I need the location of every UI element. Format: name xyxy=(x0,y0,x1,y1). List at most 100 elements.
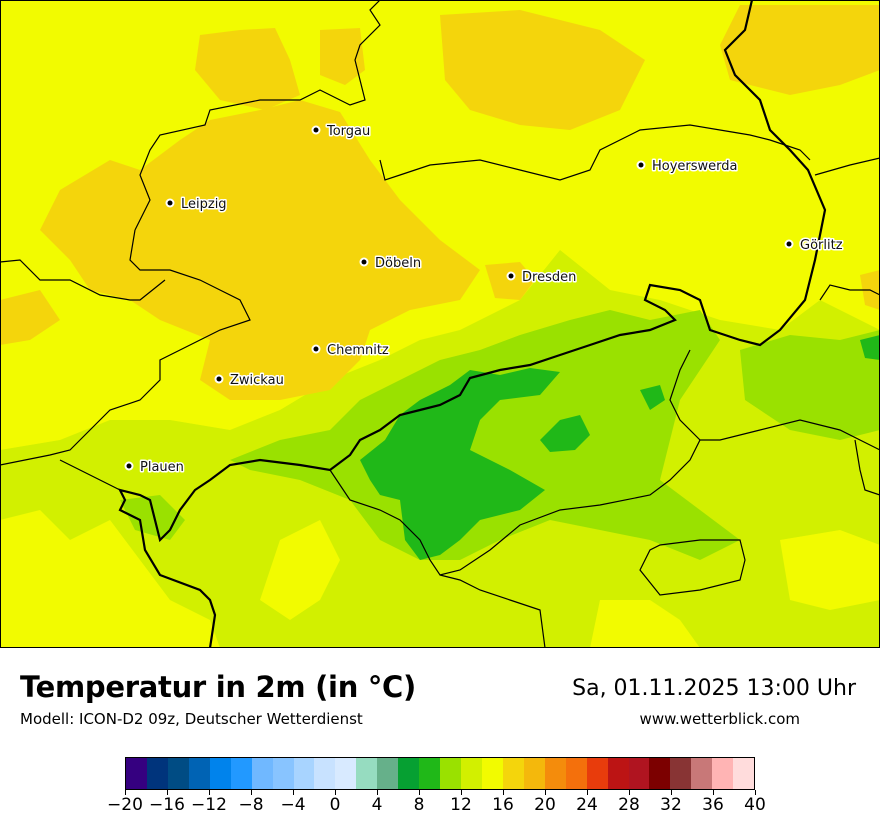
city-dot-icon xyxy=(216,376,222,382)
temp-band-12-14-east xyxy=(740,330,880,440)
border-czech-south xyxy=(639,539,746,596)
border-poland xyxy=(814,157,880,176)
colorbar-bin xyxy=(230,758,252,789)
colorbar-bin xyxy=(502,758,524,789)
temp-band-18-20-northeast xyxy=(320,28,365,85)
city-label: Plauen xyxy=(140,460,184,475)
colorbar-bin xyxy=(126,758,147,789)
temperature-colorbar xyxy=(125,757,755,790)
colorbar-tick-mark xyxy=(629,790,630,795)
colorbar-tick-label: 4 xyxy=(371,795,383,815)
colorbar-bin xyxy=(670,758,692,789)
city-hoyerswerda: Hoyerswerda xyxy=(636,158,739,176)
colorbar-tick-mark xyxy=(545,790,546,795)
colorbar-bin xyxy=(607,758,629,789)
colorbar-bin xyxy=(314,758,336,789)
city-dot-icon xyxy=(313,346,319,352)
colorbar-tick-label: 32 xyxy=(660,795,682,815)
border-czech-north xyxy=(329,419,880,576)
city-label: Zwickau xyxy=(230,373,284,388)
city-döbeln: Döbeln xyxy=(359,255,423,273)
colorbar-bin xyxy=(398,758,420,789)
colorbar-tick-mark xyxy=(377,790,378,795)
colorbar-bin xyxy=(209,758,231,789)
city-label: Görlitz xyxy=(800,238,843,253)
city-görlitz: Görlitz xyxy=(784,237,844,255)
colorbar-bin xyxy=(649,758,671,789)
colorbar-tick-mark xyxy=(125,790,126,795)
city-dot-icon xyxy=(786,241,792,247)
border-state-sachsen xyxy=(117,0,827,648)
temp-band-12-14 xyxy=(230,310,740,560)
colorbar-tick-label: 40 xyxy=(744,795,766,815)
temp-band-18-20-west xyxy=(40,100,480,400)
colorbar-tick-label: −4 xyxy=(280,795,306,815)
temp-band-10-12-patch3 xyxy=(860,335,880,360)
colorbar-bin xyxy=(272,758,294,789)
colorbar-bin xyxy=(251,758,273,789)
colorbar-tick-label: −8 xyxy=(238,795,264,815)
colorbar-bin xyxy=(628,758,650,789)
model-subtitle: Modell: ICON-D2 09z, Deutscher Wetterdie… xyxy=(20,710,363,728)
forecast-datetime: Sa, 01.11.2025 13:00 Uhr xyxy=(572,676,856,701)
city-leipzig: Leipzig xyxy=(165,196,228,214)
colorbar-bin xyxy=(461,758,482,789)
border-west-bavaria xyxy=(59,459,121,491)
colorbar-bin xyxy=(293,758,315,789)
temp-band-18-20-east xyxy=(720,5,880,95)
colorbar-tick-mark xyxy=(251,790,252,795)
border-thuringia xyxy=(0,259,166,301)
colorbar-tick-label: 8 xyxy=(413,795,425,815)
city-dresden: Dresden xyxy=(506,269,578,287)
colorbar-bin xyxy=(733,758,755,789)
colorbar-tick-mark xyxy=(209,790,210,795)
colorbar-tick-label: −20 xyxy=(107,795,143,815)
city-plauen: Plauen xyxy=(124,459,185,477)
colorbar-tick-label: 20 xyxy=(534,795,556,815)
city-label: Leipzig xyxy=(181,197,227,212)
border-southeast xyxy=(854,439,880,496)
temp-band-10-12-patch2 xyxy=(640,385,665,410)
city-dot-icon xyxy=(313,127,319,133)
chart-title: Temperatur in 2m (in °C) xyxy=(20,670,416,704)
border-south-bavaria xyxy=(439,574,546,648)
colorbar-tick-mark xyxy=(503,790,504,795)
temperature-map: Torgau Leipzig Döbeln Dresden Hoyerswerda Gör… xyxy=(0,0,880,648)
temp-band-16-18-south-4 xyxy=(590,600,700,648)
colorbar-tick-label: 12 xyxy=(450,795,472,815)
temp-band-16-18-south-3 xyxy=(780,530,880,610)
city-chemnitz: Chemnitz xyxy=(311,342,390,360)
border-state-north-east xyxy=(379,124,811,181)
colorbar-tick-mark xyxy=(587,790,588,795)
colorbar-tick-mark xyxy=(335,790,336,795)
colorbar-bin xyxy=(712,758,734,789)
colorbar-tick-label: −16 xyxy=(149,795,185,815)
colorbar-bin xyxy=(335,758,357,789)
city-dot-icon xyxy=(126,463,132,469)
city-label: Torgau xyxy=(326,124,370,139)
temp-band-16-18-south-2 xyxy=(260,520,340,620)
border-state-leipzig-west xyxy=(0,229,251,466)
map-canvas: Torgau Leipzig Döbeln Dresden Hoyerswerda Gör… xyxy=(0,0,880,648)
city-markers: Torgau Leipzig Döbeln Dresden Hoyerswerda Gör… xyxy=(124,123,844,477)
border-state-sachsen-north xyxy=(134,0,381,231)
colorbar-tick-label: 36 xyxy=(702,795,724,815)
temp-band-10-12-patch xyxy=(540,415,590,452)
colorbar-tick-label: 24 xyxy=(576,795,598,815)
colorbar-bin xyxy=(356,758,378,789)
colorbar-tick-label: −12 xyxy=(191,795,227,815)
colorbar-tick-label: 16 xyxy=(492,795,514,815)
temp-band-16-18-south xyxy=(0,510,220,648)
colorbar-bin xyxy=(419,758,441,789)
colorbar-tick-mark xyxy=(167,790,168,795)
colorbar-bin xyxy=(586,758,608,789)
colorbar-tick-mark xyxy=(671,790,672,795)
colorbar-bin xyxy=(440,758,461,789)
source-url: www.wetterblick.com xyxy=(639,710,800,728)
colorbar-tick-label: 0 xyxy=(329,795,341,815)
colorbar-ticks: −20 −16 −12 −8 −4 0 4 8 12 16 20 24 28 32 36 40 xyxy=(107,790,766,830)
temp-band-18-20-north xyxy=(195,28,300,110)
colorbar-tick-mark xyxy=(419,790,420,795)
temp-band-18-20-ne2 xyxy=(440,10,645,130)
colorbar-tick-label: 28 xyxy=(618,795,640,815)
